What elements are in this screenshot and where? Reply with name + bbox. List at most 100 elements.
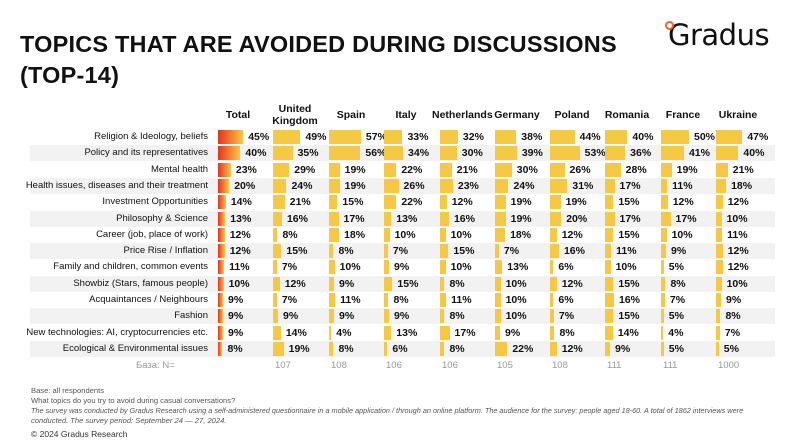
bar-united-kingdom [273,195,285,210]
value-label: 9% [228,294,244,306]
table-row: Health issues, diseases and their treatm… [26,177,775,194]
bar-germany [495,146,517,161]
value-label: 8% [449,310,465,323]
bar-germany [495,130,517,144]
bar-total [218,211,226,226]
value-label: 4% [668,326,684,339]
value-label: 17% [619,179,641,192]
value-label: 18% [510,228,532,241]
value-label: 9% [671,245,687,258]
bar-total [218,325,224,340]
table-row: Showbiz (Stars, famous people) 10% 12% 9% 15… [30,275,775,292]
value-label: 5% [668,342,684,355]
bar-total [218,244,225,259]
bar-ukraine [716,293,722,307]
value-label: 18% [731,179,753,192]
value-label: 9% [228,326,244,339]
value-label: 15% [618,310,640,323]
bar-france [661,227,667,242]
bar-total [218,293,224,307]
bar-italy [384,178,399,193]
bar-ukraine [716,276,722,291]
value-label: 22% [401,163,423,176]
value-label: 7% [392,245,409,258]
bar-united-kingdom [273,162,290,177]
bar-germany [495,341,508,356]
bar-romania [605,293,614,307]
bar-total [218,146,241,161]
value-label: 9% [394,310,410,323]
bar-germany [495,309,501,324]
value-label: 15% [618,277,640,290]
value-label: 11% [672,179,693,192]
value-label: 10% [671,228,693,241]
value-label: 45% [248,131,270,143]
bar-united-kingdom [273,178,287,193]
bar-spain [329,178,340,193]
value-label: 26% [403,179,425,192]
value-label: 41% [688,147,710,160]
bar-poland [550,146,580,161]
value-label: 38% [521,131,543,143]
column-header: Germany [494,109,540,121]
bar-germany [495,260,503,275]
row-label: Policy and its representatives [84,147,208,159]
value-label: 26% [569,163,591,176]
value-label: 19% [565,196,587,209]
bar-total [218,195,226,210]
value-label: 20% [234,179,256,192]
table-row: Mental health 23% 29% 19% 22% 21% 30% 26% 28% 19%… [30,162,775,178]
value-label: 10% [394,228,416,241]
bar-ukraine [716,244,723,259]
value-label: 9% [505,326,521,339]
bar-total [218,309,224,324]
bar-netherlands [440,276,445,291]
title-line-1: TOPICS THAT ARE AVOIDED DURING DISCUSSIO… [20,31,617,57]
table-row: Investment Opportunities 14% 21% 15% 22% 12% 1… [30,194,775,210]
table-row: Philosophy & Science 13% 16% 17% 13% 16% 19% 20… [30,210,775,227]
value-label: 5% [668,310,684,323]
value-label: 15% [286,245,308,258]
bar-netherlands [440,146,457,161]
value-label: 9% [394,261,410,274]
bar-italy [384,211,392,226]
bar-italy [384,293,389,307]
bar-romania [605,178,615,193]
bar-united-kingdom [273,146,293,161]
bar-poland [550,211,562,226]
bar-germany [495,178,509,193]
bar-france [661,309,664,324]
bar-spain [329,130,361,144]
bar-netherlands [440,309,445,324]
bar-poland [550,162,565,177]
bar-united-kingdom [273,276,280,291]
bar-spain [329,293,336,307]
value-label: 19% [676,163,698,176]
value-label: 9% [726,294,742,306]
bar-germany [495,276,501,291]
value-label: 11% [616,245,637,258]
value-label: 6% [558,294,574,306]
bar-france [661,162,672,177]
value-label: 31% [572,179,594,192]
value-label: 16% [563,245,585,258]
value-label: 5% [723,342,739,355]
row-label: Religion & Ideology, beliefs [94,131,208,142]
bar-ukraine [716,146,739,161]
bar-poland [550,325,555,340]
footer-method-2: conducted. The survey period: September … [31,416,227,425]
logo-dot-icon [665,21,674,30]
bar-netherlands [440,162,452,177]
value-label: 9% [228,310,244,323]
bar-germany [495,162,512,177]
bar-netherlands [440,227,446,242]
bar-total [218,227,225,242]
value-label: 7% [669,294,686,306]
value-label: 19% [510,196,532,209]
page-title: TOPICS THAT ARE AVOIDED DURING DISCUSSIO… [20,29,617,91]
bar-ukraine [716,211,722,226]
bar-france [661,244,667,259]
value-label: 19% [288,342,310,355]
bar-france [661,178,668,193]
bar-poland [550,244,559,259]
